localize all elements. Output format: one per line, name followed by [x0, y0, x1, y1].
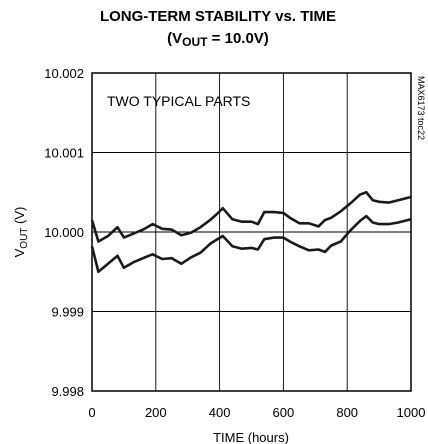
series-line-1	[90, 190, 412, 243]
series-layer	[90, 190, 412, 274]
x-tick-label-2: 400	[209, 405, 231, 420]
y-tick-label-4: 10.002	[44, 66, 84, 81]
y-tick-label-1: 9.999	[51, 305, 84, 320]
y-tick-label-2: 10.000	[44, 225, 84, 240]
chart-subtitle: (VOUT = 10.0V)	[167, 30, 269, 49]
figure-code: MAX6173 toc22	[416, 76, 426, 140]
x-tick-labels: 0 200 400 600 800 1000	[88, 405, 425, 420]
chart-title: LONG-TERM STABILITY vs. TIME	[100, 8, 336, 25]
annotation-two-typical-parts: TWO TYPICAL PARTS	[107, 93, 250, 109]
x-tick-label-1: 200	[145, 405, 167, 420]
x-tick-label-4: 800	[336, 405, 358, 420]
x-tick-label-3: 600	[273, 405, 295, 420]
x-tick-label-0: 0	[88, 405, 95, 420]
y-tick-labels: 9.998 9.999 10.000 10.001 10.002	[44, 66, 84, 399]
series-line-2	[90, 214, 412, 274]
y-tick-label-3: 10.001	[44, 146, 84, 161]
y-tick-label-0: 9.998	[51, 384, 84, 399]
x-tick-label-5: 1000	[397, 405, 426, 420]
plot-frame	[91, 72, 412, 392]
y-axis-label: VOUT (V)	[12, 207, 30, 258]
x-axis-label: TIME (hours)	[213, 430, 289, 444]
